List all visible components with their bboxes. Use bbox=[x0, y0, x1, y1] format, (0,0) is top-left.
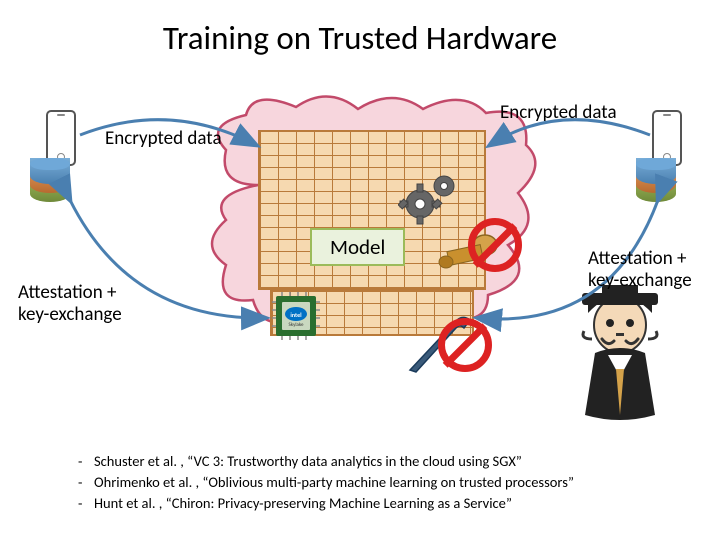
model-box: Model bbox=[310, 228, 405, 266]
database-left-icon bbox=[30, 158, 70, 196]
encrypted-right-label: Encrypted data bbox=[500, 102, 617, 124]
svg-text:intel: intel bbox=[290, 311, 302, 319]
page-title: Training on Trusted Hardware bbox=[0, 18, 720, 58]
attest-left-line2: key-exchange bbox=[18, 303, 122, 326]
prohibit-crowbar-icon bbox=[438, 318, 492, 372]
attest-left-line1: Attestation + bbox=[18, 281, 116, 304]
attestation-right-label: Attestation + key-exchange bbox=[588, 248, 692, 292]
reference-item: -Hunt et al. , “Chiron: Privacy-preservi… bbox=[78, 493, 574, 514]
svg-text:Skylake: Skylake bbox=[289, 322, 304, 328]
attest-right-line1: Attestation + bbox=[588, 247, 686, 270]
gears-icon bbox=[398, 170, 468, 230]
database-right-icon bbox=[636, 158, 676, 196]
encrypted-left-label: Encrypted data bbox=[105, 128, 222, 150]
references-list: -Schuster et al. , “VC 3: Trustworthy da… bbox=[78, 451, 574, 514]
attest-right-line2: key-exchange bbox=[588, 269, 692, 292]
prohibit-spyglass-icon bbox=[468, 218, 522, 272]
intel-chip-icon: intel Skylake bbox=[270, 290, 322, 342]
villain-icon bbox=[560, 285, 680, 425]
reference-item: -Ohrimenko et al. , “Oblivious multi-par… bbox=[78, 472, 574, 493]
reference-item: -Schuster et al. , “VC 3: Trustworthy da… bbox=[78, 451, 574, 472]
attestation-left-label: Attestation + key-exchange bbox=[18, 282, 122, 326]
